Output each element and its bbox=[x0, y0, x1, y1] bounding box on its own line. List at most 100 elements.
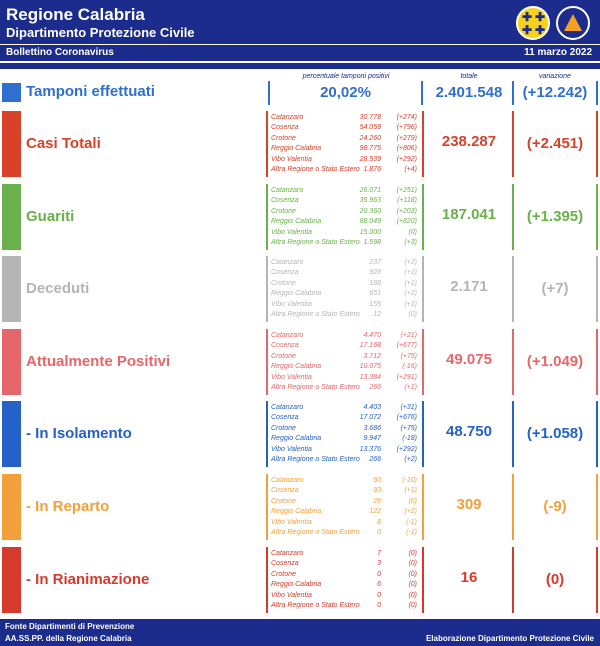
divider-bar bbox=[0, 63, 600, 69]
province-name: Reggio Calabria bbox=[271, 581, 322, 589]
province-name: Reggio Calabria bbox=[271, 363, 322, 371]
province-name: Reggio Calabria bbox=[271, 290, 322, 298]
province-value: 0 bbox=[377, 528, 381, 536]
province-value: 651 bbox=[369, 290, 381, 298]
province-value: 237 bbox=[369, 259, 381, 266]
province-row: Catanzaro 4.403 (+31) bbox=[271, 403, 419, 413]
province-value: 1.876 bbox=[363, 165, 381, 173]
province-delta: (+676) bbox=[396, 414, 417, 422]
province-name: Vibo Valentia bbox=[271, 373, 312, 381]
province-value: 10.075 bbox=[359, 363, 381, 371]
province-name: Vibo Valentia bbox=[271, 155, 312, 163]
section-2: Deceduti Catanzaro 237 (+2) Cosenza 928 (+1) Cr… bbox=[0, 256, 600, 322]
province-value: 266 bbox=[369, 383, 381, 391]
province-value: 8 bbox=[377, 518, 381, 526]
province-value: 20.360 bbox=[359, 207, 381, 215]
section-label: Attualmente Positivi bbox=[26, 353, 171, 370]
province-row: Crotone 20.360 (+203) bbox=[271, 207, 419, 217]
province-value: 3.686 bbox=[363, 424, 381, 432]
section-province-breakdown: Catanzaro 4.403 (+31) Cosenza 17.072 (+676) Cr… bbox=[266, 401, 424, 467]
column-header-variazione: variazione bbox=[539, 73, 571, 80]
province-delta: (+292) bbox=[396, 155, 417, 163]
section-label: Deceduti bbox=[26, 280, 90, 297]
province-name: Catanzaro bbox=[271, 259, 304, 266]
section-0: Casi Totali Catanzaro 30.778 (+274) Cosenza 5… bbox=[0, 111, 600, 177]
province-delta: (0) bbox=[408, 570, 417, 578]
province-value: 13.384 bbox=[359, 373, 381, 381]
province-value: 17.072 bbox=[359, 414, 381, 422]
province-row: Catanzaro 7 (0) bbox=[271, 549, 419, 559]
province-delta: (-1) bbox=[406, 528, 417, 536]
province-delta: (-10) bbox=[402, 477, 417, 484]
province-delta: (+31) bbox=[400, 404, 417, 411]
province-row: Cosenza 3 (0) bbox=[271, 559, 419, 569]
province-delta: (+1) bbox=[404, 300, 417, 308]
province-row: Cosenza 17.168 (+677) bbox=[271, 341, 419, 351]
province-value: 93 bbox=[373, 487, 381, 495]
section-color-bar bbox=[2, 401, 21, 467]
province-delta: (+203) bbox=[396, 207, 417, 215]
province-value: 60 bbox=[373, 477, 381, 484]
province-row: Altra Regione o Stato Estero 12 (0) bbox=[271, 310, 419, 320]
province-value: 122 bbox=[369, 508, 381, 516]
province-row: Catanzaro 60 (-10) bbox=[271, 476, 419, 486]
province-name: Vibo Valentia bbox=[271, 300, 312, 308]
province-delta: (+251) bbox=[396, 187, 417, 194]
bulletin-bar: Bollettino Coronavirus 11 marzo 2022 bbox=[0, 45, 600, 61]
province-delta: (0) bbox=[408, 591, 417, 599]
province-delta: (-18) bbox=[402, 435, 417, 443]
province-value: 7 bbox=[377, 550, 381, 557]
section-variation: (+1.395) bbox=[512, 184, 598, 250]
province-name: Altra Regione o Stato Estero bbox=[271, 310, 360, 318]
province-value: 1.598 bbox=[363, 238, 381, 246]
province-name: Crotone bbox=[271, 134, 296, 142]
province-row: Crotone 3.686 (+75) bbox=[271, 424, 419, 434]
section-variation: (+2.451) bbox=[512, 111, 598, 177]
province-row: Reggio Calabria 122 (+2) bbox=[271, 507, 419, 517]
province-delta: (+1) bbox=[404, 269, 417, 277]
province-delta: (+75) bbox=[400, 424, 417, 432]
province-row: Altra Regione o Stato Estero 1.598 (+3) bbox=[271, 238, 419, 248]
tamponi-variazione: (+12.242) bbox=[512, 81, 598, 105]
section-province-breakdown: Catanzaro 60 (-10) Cosenza 93 (+1) Crotone 26 (0… bbox=[266, 474, 424, 540]
province-name: Reggio Calabria bbox=[271, 218, 322, 226]
province-delta: (+806) bbox=[396, 145, 417, 153]
province-value: 155 bbox=[369, 300, 381, 308]
province-value: 26.071 bbox=[359, 187, 381, 194]
province-row: Altra Regione o Stato Estero 0 (-1) bbox=[271, 528, 419, 538]
province-delta: (+677) bbox=[396, 342, 417, 350]
province-delta: (+2) bbox=[404, 290, 417, 298]
province-name: Crotone bbox=[271, 207, 296, 215]
province-name: Cosenza bbox=[271, 560, 299, 568]
province-row: Catanzaro 4.470 (+21) bbox=[271, 331, 419, 341]
section-variation: (+1.049) bbox=[512, 329, 598, 395]
section-total: 16 bbox=[460, 569, 478, 586]
province-name: Cosenza bbox=[271, 269, 299, 277]
province-row: Catanzaro 26.071 (+251) bbox=[271, 186, 419, 196]
province-row: Vibo Valentia 155 (+1) bbox=[271, 300, 419, 310]
province-row: Cosenza 35.963 (+118) bbox=[271, 196, 419, 206]
section-total: 187.041 bbox=[441, 206, 497, 223]
section-variation: (+7) bbox=[512, 256, 598, 322]
province-name: Cosenza bbox=[271, 487, 299, 495]
province-row: Vibo Valentia 13.376 (+292) bbox=[271, 445, 419, 455]
province-value: 98.775 bbox=[359, 145, 381, 153]
province-delta: (0) bbox=[408, 228, 417, 236]
section-variation: (0) bbox=[512, 547, 598, 613]
province-row: Catanzaro 30.778 (+274) bbox=[271, 113, 419, 123]
footer: Fonte Dipartimenti di Prevenzione AA.SS.… bbox=[0, 619, 600, 646]
tamponi-percentuale: 20,02% bbox=[268, 81, 423, 105]
footer-source-line2: AA.SS.PP. della Regione Calabria bbox=[5, 634, 132, 643]
province-delta: (-16) bbox=[402, 363, 417, 371]
section-province-breakdown: Catanzaro 4.470 (+21) Cosenza 17.168 (+677) Cr… bbox=[266, 329, 424, 395]
province-name: Catanzaro bbox=[271, 332, 304, 339]
section-variation: (-9) bbox=[512, 474, 598, 540]
province-name: Crotone bbox=[271, 497, 296, 505]
province-value: 15.000 bbox=[359, 228, 381, 236]
section-3: Attualmente Positivi Catanzaro 4.470 (+21) C… bbox=[0, 329, 600, 395]
province-row: Vibo Valentia 13.384 (+291) bbox=[271, 373, 419, 383]
province-name: Altra Regione o Stato Estero bbox=[271, 165, 360, 173]
province-row: Altra Regione o Stato Estero 266 (+2) bbox=[271, 455, 419, 465]
province-row: Crotone 0 (0) bbox=[271, 570, 419, 580]
province-row: Crotone 188 (+1) bbox=[271, 279, 419, 289]
